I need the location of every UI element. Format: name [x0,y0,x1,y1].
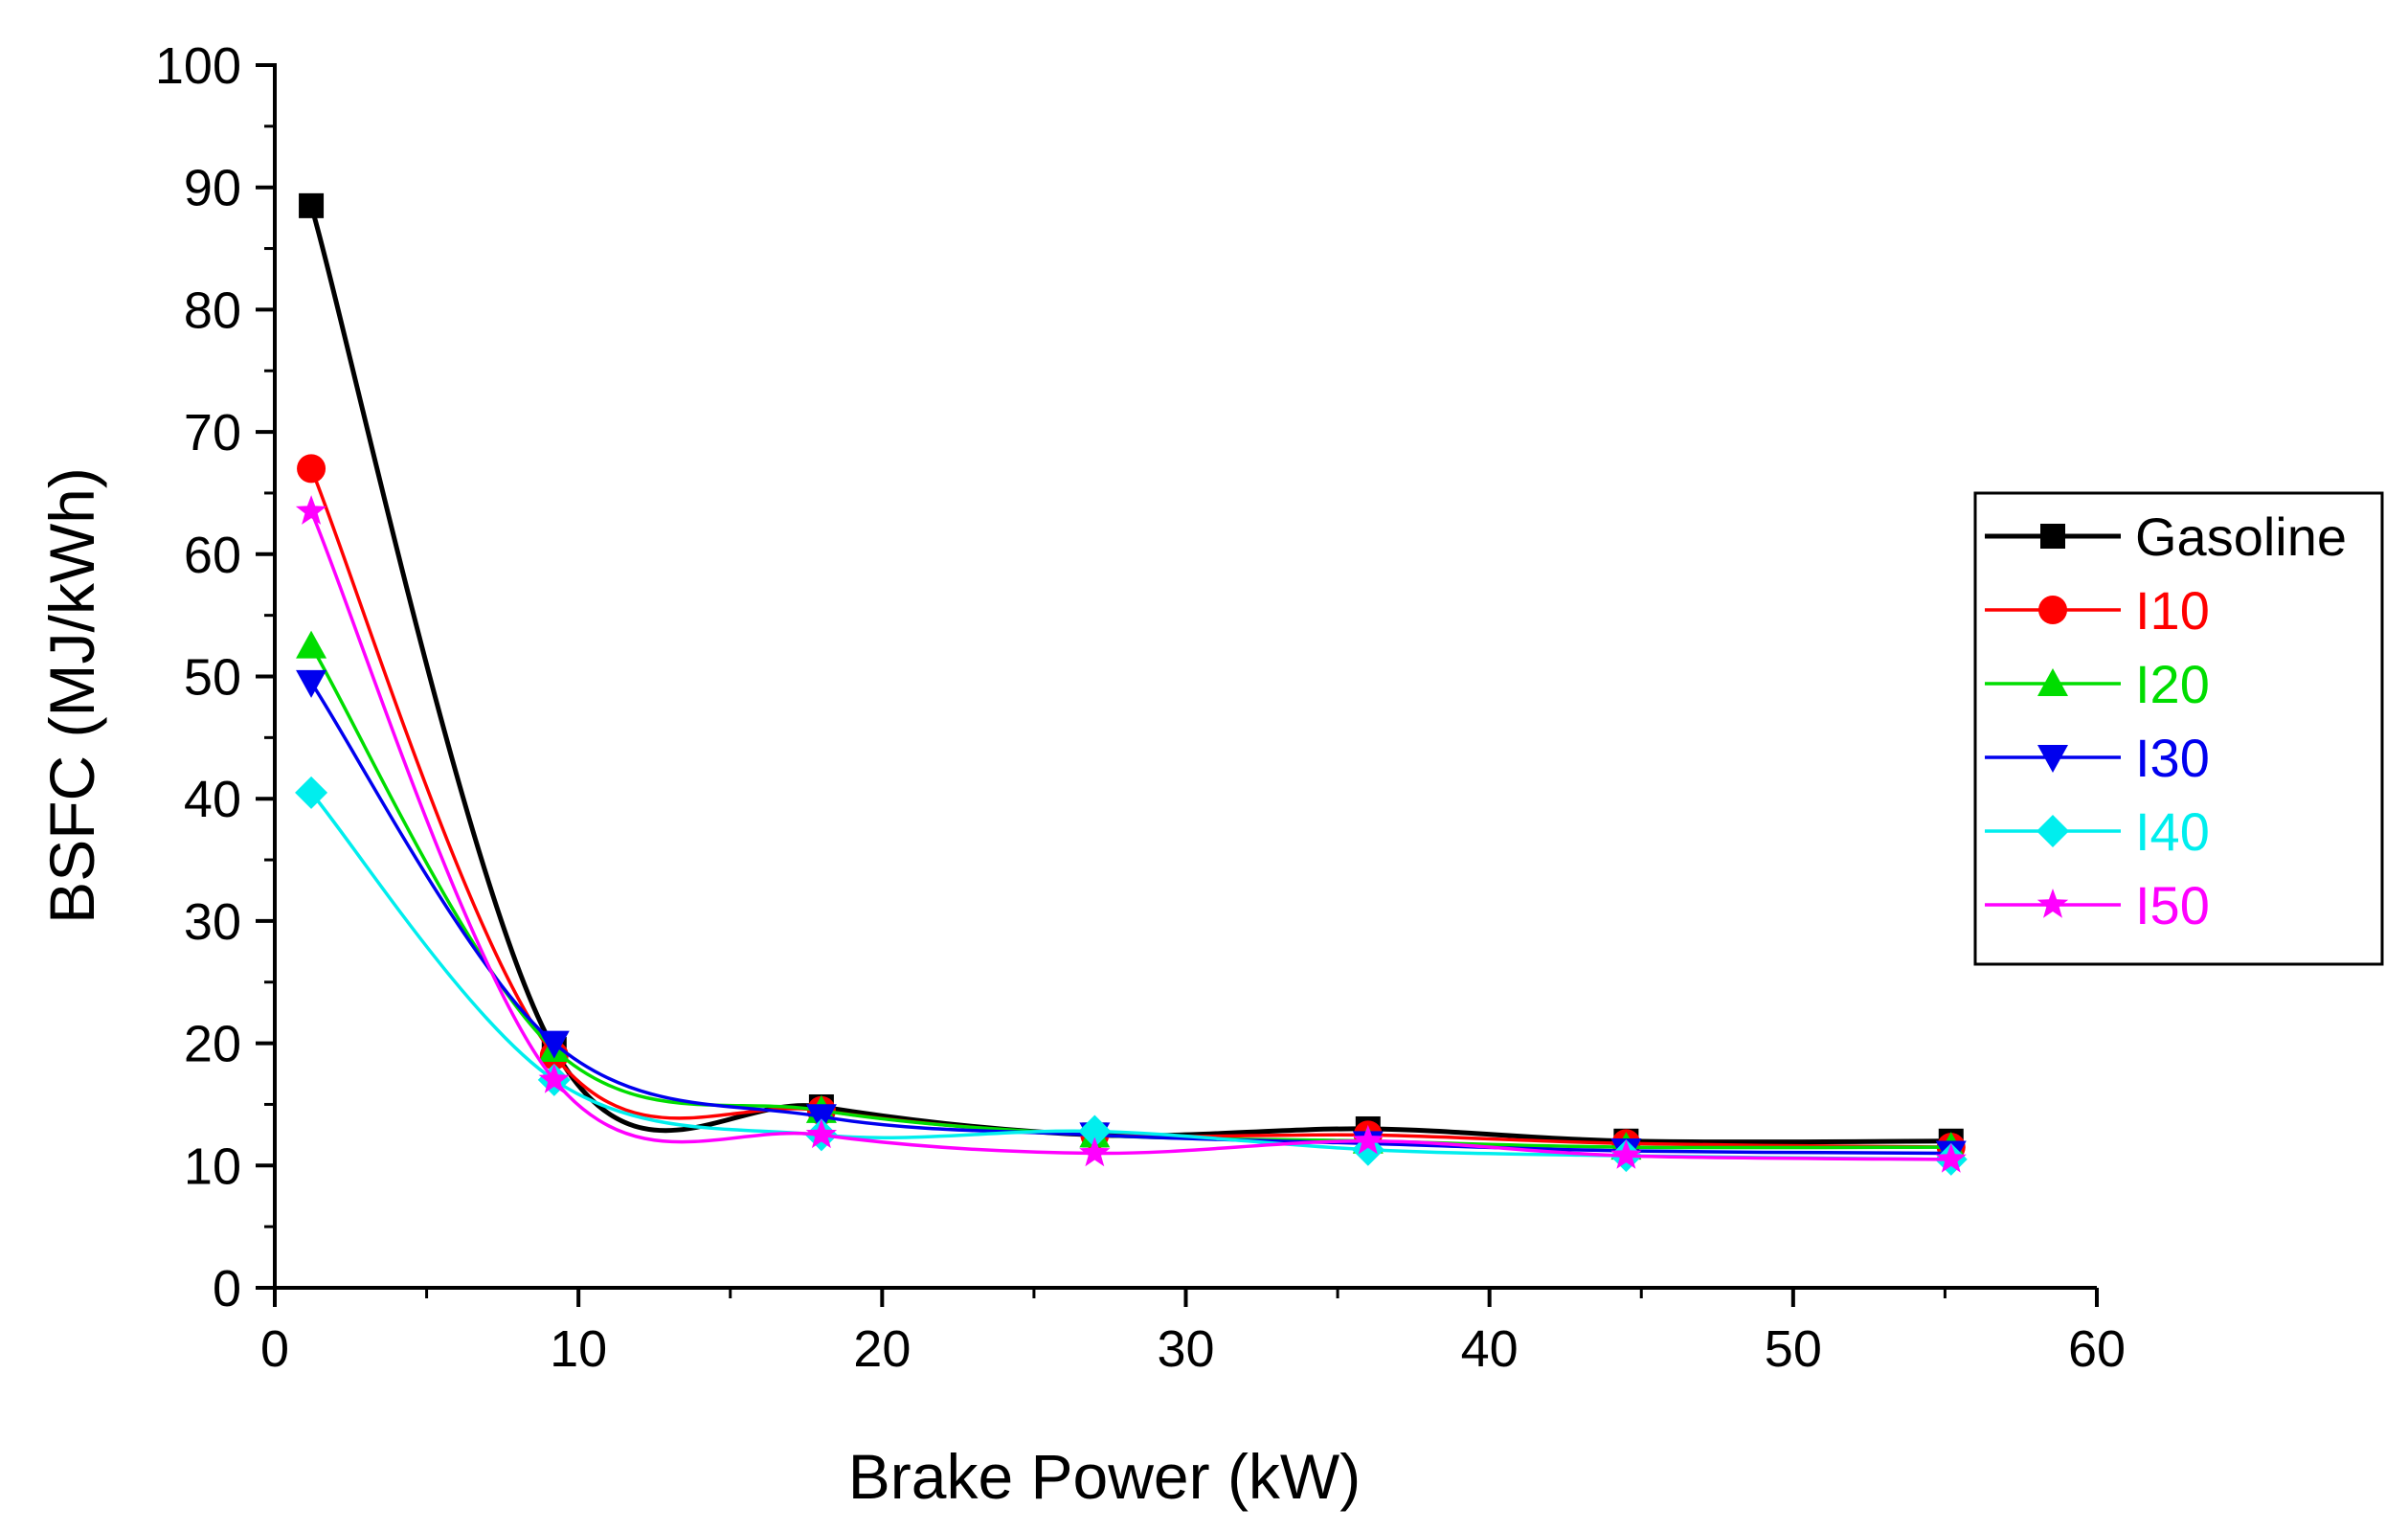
x-tick-label: 40 [1461,1320,1519,1378]
legend-label: I10 [2135,580,2210,641]
legend-marker [2037,668,2068,696]
legend-marker [2037,815,2069,847]
legend-item-gasoline: Gasoline [1985,507,2347,567]
legend-label: I40 [2135,801,2210,862]
legend-label: I30 [2135,728,2210,788]
x-axis-tick-labels: 0 10 20 30 40 50 60 [260,1320,2126,1378]
y-tick-label: 50 [184,649,241,707]
legend-item-i30: I30 [1985,728,2210,788]
legend-marker [2037,889,2069,918]
data-point-i50 [1352,1124,1384,1155]
legend-label: I50 [2135,875,2210,935]
y-tick-label: 70 [184,404,241,462]
y-tick-label: 80 [184,281,241,339]
data-point-i30 [805,1104,837,1133]
series-line-gasoline [308,205,1951,1145]
legend: Gasoline I10 I20 I30 I40 I50 [1973,491,2384,966]
y-tick-label: 90 [184,160,241,217]
y-tick-label: 20 [184,1016,241,1073]
legend-marker [2040,524,2065,549]
data-point-i10 [297,454,326,484]
x-tick-label: 10 [550,1320,607,1378]
legend-item-i50: I50 [1985,875,2210,935]
axes [273,63,2097,1290]
x-tick-label: 30 [1157,1320,1214,1378]
data-point-i30 [296,669,327,698]
y-tick-label: 30 [184,893,241,951]
x-tick-label: 0 [260,1320,289,1378]
data-point-gasoline [299,192,325,218]
legend-marker [2038,596,2067,624]
data-point-i40 [295,776,328,809]
legend-item-i20: I20 [1985,654,2210,714]
legend-box [1973,491,2384,966]
series-i30 [296,669,1967,1169]
y-tick-label: 40 [184,771,241,828]
y-axis-title: BSFC (MJ/kWh) [36,467,107,924]
y-axis-tick-labels: 0 10 20 30 40 50 60 70 80 90 100 [155,37,241,1317]
x-tick-label: 50 [1765,1320,1822,1378]
y-tick-label: 100 [155,37,241,95]
legend-label: I20 [2135,654,2210,714]
series-gasoline [299,192,1964,1154]
series-i40 [295,776,1968,1176]
x-tick-label: 60 [2068,1320,2126,1378]
series-i50 [295,495,1967,1173]
data-point-i30 [538,1030,570,1059]
legend-label: Gasoline [2135,507,2347,567]
x-axis-title: Brake Power (kW) [848,1441,1361,1512]
x-tick-label: 20 [853,1320,911,1378]
legend-marker [2037,745,2068,773]
data-point-i40 [1078,1114,1112,1148]
data-point-i50 [1610,1139,1642,1169]
y-tick-label: 0 [213,1260,241,1317]
y-tick-label: 60 [184,527,241,584]
plot-series [295,192,1968,1176]
data-point-i50 [295,495,327,525]
y-axis-ticks [256,63,275,1290]
data-point-i50 [1935,1142,1967,1173]
y-tick-label: 10 [184,1137,241,1195]
data-point-i50 [1079,1137,1111,1167]
legend-item-i40: I40 [1985,801,2210,862]
data-point-i50 [538,1063,570,1093]
legend-item-i10: I10 [1985,580,2210,641]
data-point-i50 [805,1118,838,1149]
x-axis-ticks [273,1288,2099,1307]
series-line-i40 [309,791,1951,1161]
data-point-i20 [296,630,327,659]
